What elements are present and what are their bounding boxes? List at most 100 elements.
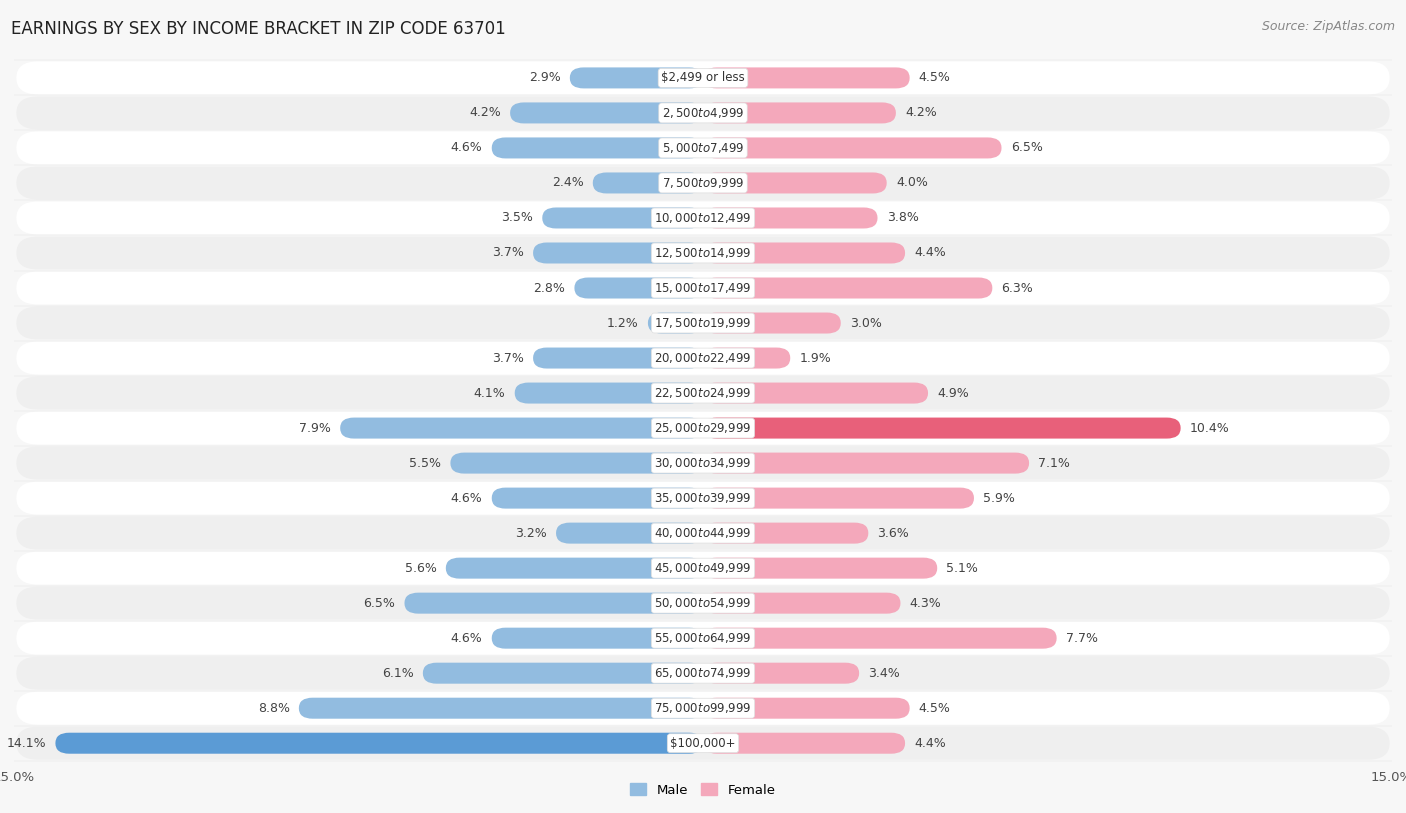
Text: 4.1%: 4.1% — [474, 386, 506, 399]
FancyBboxPatch shape — [515, 383, 703, 403]
Text: 2.9%: 2.9% — [529, 72, 561, 85]
Text: $2,500 to $4,999: $2,500 to $4,999 — [662, 106, 744, 120]
Text: 4.4%: 4.4% — [914, 246, 946, 259]
Text: 2.4%: 2.4% — [551, 176, 583, 189]
Text: 5.1%: 5.1% — [946, 562, 979, 575]
Text: 4.5%: 4.5% — [920, 72, 950, 85]
FancyBboxPatch shape — [703, 242, 905, 263]
Text: 3.8%: 3.8% — [887, 211, 918, 224]
FancyBboxPatch shape — [492, 488, 703, 509]
FancyBboxPatch shape — [575, 277, 703, 298]
Text: 4.4%: 4.4% — [914, 737, 946, 750]
Text: EARNINGS BY SEX BY INCOME BRACKET IN ZIP CODE 63701: EARNINGS BY SEX BY INCOME BRACKET IN ZIP… — [11, 20, 506, 38]
Text: $2,499 or less: $2,499 or less — [661, 72, 745, 85]
Text: 1.2%: 1.2% — [607, 316, 638, 329]
Text: $12,500 to $14,999: $12,500 to $14,999 — [654, 246, 752, 260]
Text: 7.9%: 7.9% — [299, 422, 330, 435]
FancyBboxPatch shape — [17, 517, 1389, 550]
FancyBboxPatch shape — [17, 692, 1389, 724]
FancyBboxPatch shape — [340, 418, 703, 438]
Text: 3.0%: 3.0% — [851, 316, 882, 329]
FancyBboxPatch shape — [17, 307, 1389, 340]
FancyBboxPatch shape — [533, 347, 703, 368]
Text: 1.9%: 1.9% — [800, 351, 831, 364]
Text: $17,500 to $19,999: $17,500 to $19,999 — [654, 316, 752, 330]
Text: $35,000 to $39,999: $35,000 to $39,999 — [654, 491, 752, 505]
Text: 8.8%: 8.8% — [257, 702, 290, 715]
FancyBboxPatch shape — [492, 628, 703, 649]
Text: $5,000 to $7,499: $5,000 to $7,499 — [662, 141, 744, 155]
FancyBboxPatch shape — [17, 272, 1389, 305]
FancyBboxPatch shape — [17, 132, 1389, 164]
FancyBboxPatch shape — [703, 277, 993, 298]
FancyBboxPatch shape — [703, 663, 859, 684]
FancyBboxPatch shape — [703, 102, 896, 124]
Text: $30,000 to $34,999: $30,000 to $34,999 — [654, 456, 752, 470]
FancyBboxPatch shape — [593, 172, 703, 193]
FancyBboxPatch shape — [648, 312, 703, 333]
FancyBboxPatch shape — [17, 62, 1389, 94]
FancyBboxPatch shape — [17, 411, 1389, 445]
FancyBboxPatch shape — [17, 446, 1389, 480]
FancyBboxPatch shape — [17, 202, 1389, 234]
FancyBboxPatch shape — [17, 341, 1389, 375]
FancyBboxPatch shape — [405, 593, 703, 614]
FancyBboxPatch shape — [17, 167, 1389, 199]
FancyBboxPatch shape — [510, 102, 703, 124]
FancyBboxPatch shape — [703, 488, 974, 509]
Text: 3.6%: 3.6% — [877, 527, 910, 540]
Text: 4.6%: 4.6% — [451, 141, 482, 154]
FancyBboxPatch shape — [703, 347, 790, 368]
Text: $20,000 to $22,499: $20,000 to $22,499 — [654, 351, 752, 365]
FancyBboxPatch shape — [543, 207, 703, 228]
Text: $25,000 to $29,999: $25,000 to $29,999 — [654, 421, 752, 435]
FancyBboxPatch shape — [17, 727, 1389, 759]
FancyBboxPatch shape — [703, 733, 905, 754]
Text: $10,000 to $12,499: $10,000 to $12,499 — [654, 211, 752, 225]
FancyBboxPatch shape — [703, 628, 1057, 649]
Text: 3.5%: 3.5% — [501, 211, 533, 224]
FancyBboxPatch shape — [703, 453, 1029, 474]
Text: 6.3%: 6.3% — [1001, 281, 1033, 294]
Text: $75,000 to $99,999: $75,000 to $99,999 — [654, 701, 752, 715]
Text: 6.5%: 6.5% — [1011, 141, 1043, 154]
FancyBboxPatch shape — [703, 207, 877, 228]
FancyBboxPatch shape — [17, 622, 1389, 654]
FancyBboxPatch shape — [55, 733, 703, 754]
Text: 3.2%: 3.2% — [515, 527, 547, 540]
Text: 14.1%: 14.1% — [7, 737, 46, 750]
Text: 3.7%: 3.7% — [492, 246, 524, 259]
Legend: Male, Female: Male, Female — [630, 783, 776, 797]
Text: 4.9%: 4.9% — [938, 386, 969, 399]
Text: 6.5%: 6.5% — [363, 597, 395, 610]
Text: 5.5%: 5.5% — [409, 457, 441, 470]
FancyBboxPatch shape — [17, 587, 1389, 620]
FancyBboxPatch shape — [703, 523, 869, 544]
Text: 4.6%: 4.6% — [451, 492, 482, 505]
Text: $55,000 to $64,999: $55,000 to $64,999 — [654, 631, 752, 646]
Text: 7.1%: 7.1% — [1038, 457, 1070, 470]
Text: 10.4%: 10.4% — [1189, 422, 1230, 435]
FancyBboxPatch shape — [17, 97, 1389, 129]
Text: 7.7%: 7.7% — [1066, 632, 1098, 645]
Text: $15,000 to $17,499: $15,000 to $17,499 — [654, 281, 752, 295]
Text: 3.4%: 3.4% — [869, 667, 900, 680]
Text: $22,500 to $24,999: $22,500 to $24,999 — [654, 386, 752, 400]
FancyBboxPatch shape — [17, 552, 1389, 585]
FancyBboxPatch shape — [703, 383, 928, 403]
Text: 4.0%: 4.0% — [896, 176, 928, 189]
FancyBboxPatch shape — [17, 481, 1389, 515]
FancyBboxPatch shape — [703, 137, 1001, 159]
FancyBboxPatch shape — [492, 137, 703, 159]
FancyBboxPatch shape — [569, 67, 703, 89]
Text: $45,000 to $49,999: $45,000 to $49,999 — [654, 561, 752, 575]
FancyBboxPatch shape — [703, 172, 887, 193]
Text: 2.8%: 2.8% — [533, 281, 565, 294]
FancyBboxPatch shape — [703, 67, 910, 89]
Text: $65,000 to $74,999: $65,000 to $74,999 — [654, 666, 752, 680]
Text: 4.2%: 4.2% — [905, 107, 936, 120]
FancyBboxPatch shape — [446, 558, 703, 579]
Text: 4.3%: 4.3% — [910, 597, 942, 610]
Text: $7,500 to $9,999: $7,500 to $9,999 — [662, 176, 744, 190]
FancyBboxPatch shape — [555, 523, 703, 544]
